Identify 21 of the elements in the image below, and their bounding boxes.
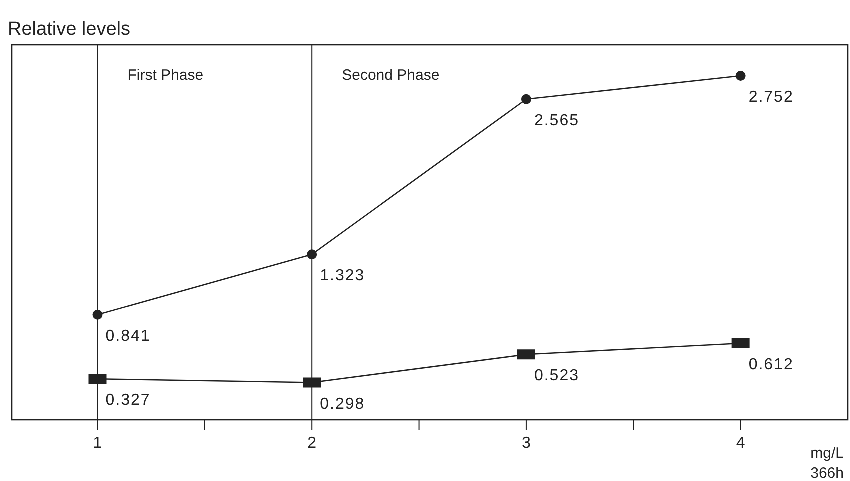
x-tick-label: 1 — [93, 435, 102, 452]
ref-line-label: First Phase — [128, 67, 204, 84]
data-label: 0.327 — [106, 392, 151, 410]
y-axis-title: Relative levels — [8, 19, 130, 40]
data-label: 0.298 — [320, 396, 366, 413]
data-label: 0.841 — [106, 328, 151, 345]
data-label: 0.612 — [748, 356, 794, 374]
x-tick-label: 4 — [736, 435, 746, 452]
data-label: 2.752 — [748, 89, 794, 106]
point — [92, 310, 103, 320]
x-axis-title: mg/L — [810, 445, 844, 462]
x-tick-label: 3 — [522, 435, 532, 452]
ref-line-label: Second Phase — [342, 67, 440, 84]
text: 366h — [810, 465, 844, 481]
point — [521, 94, 532, 104]
point — [736, 71, 746, 81]
x-tick-label: 2 — [308, 435, 317, 452]
data-label: 2.565 — [534, 112, 580, 130]
point — [307, 250, 318, 260]
data-label: 1.323 — [320, 268, 366, 285]
data-label: 0.523 — [534, 368, 580, 385]
